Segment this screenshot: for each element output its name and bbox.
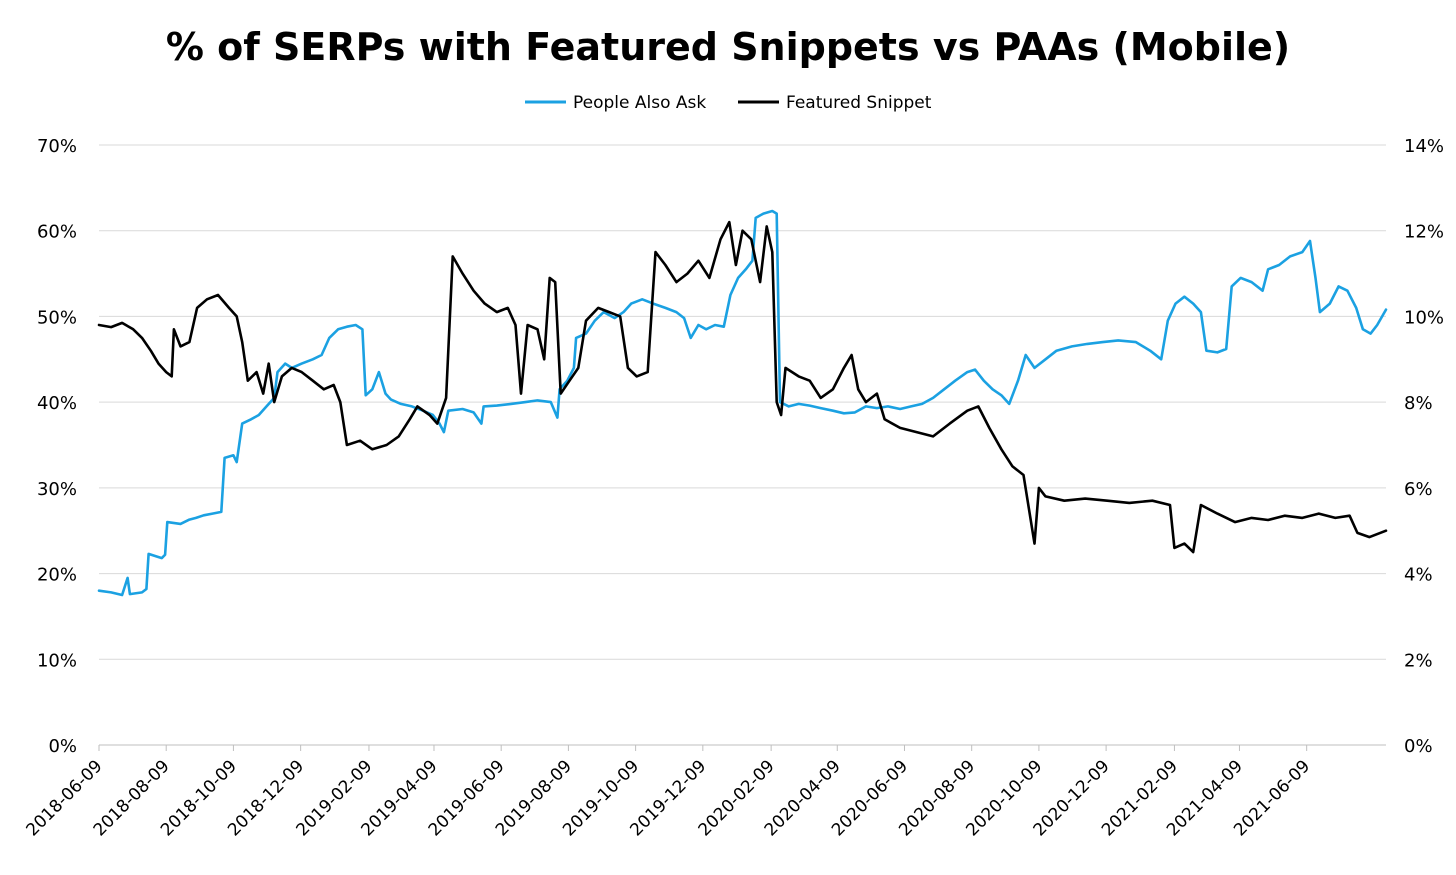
- y-right-tick-label: 12%: [1404, 222, 1444, 243]
- y-left-tick-label: 70%: [37, 136, 77, 157]
- legend-label-people-also-ask: People Also Ask: [573, 93, 706, 113]
- chart-legend: People Also Ask Featured Snippet: [525, 93, 932, 113]
- series-line-featured-snippet: [97, 220, 1388, 554]
- y-right-tick-label: 6%: [1404, 479, 1433, 500]
- x-axis: 2018-06-092018-08-092018-10-092018-12-09…: [23, 744, 1386, 840]
- gridlines: [99, 144, 1386, 660]
- y-right-tick-label: 0%: [1404, 736, 1433, 757]
- y-left-tick-label: 10%: [37, 650, 77, 671]
- y-right-tick-label: 14%: [1404, 136, 1444, 157]
- y-left-tick-label: 40%: [37, 393, 77, 414]
- y-right-tick-label: 8%: [1404, 393, 1433, 414]
- y-right-tick-label: 4%: [1404, 565, 1433, 586]
- y-left-tick-label: 0%: [48, 736, 77, 757]
- y-left-tick-label: 30%: [37, 479, 77, 500]
- legend-label-featured-snippet: Featured Snippet: [786, 93, 932, 113]
- y-axis-right: 0% 2% 4% 6% 8% 10% 12% 14%: [1404, 136, 1444, 757]
- y-left-tick-label: 20%: [37, 565, 77, 586]
- y-right-tick-label: 10%: [1404, 307, 1444, 328]
- y-left-tick-label: 60%: [37, 222, 77, 243]
- series-line-people-also-ask: [97, 209, 1388, 597]
- y-right-tick-label: 2%: [1404, 650, 1433, 671]
- chart-title: % of SERPs with Featured Snippets vs PAA…: [166, 25, 1290, 69]
- y-axis-left: 0% 10% 20% 30% 40% 50% 60% 70%: [37, 136, 77, 757]
- y-left-tick-label: 50%: [37, 307, 77, 328]
- series-layer: [97, 209, 1388, 597]
